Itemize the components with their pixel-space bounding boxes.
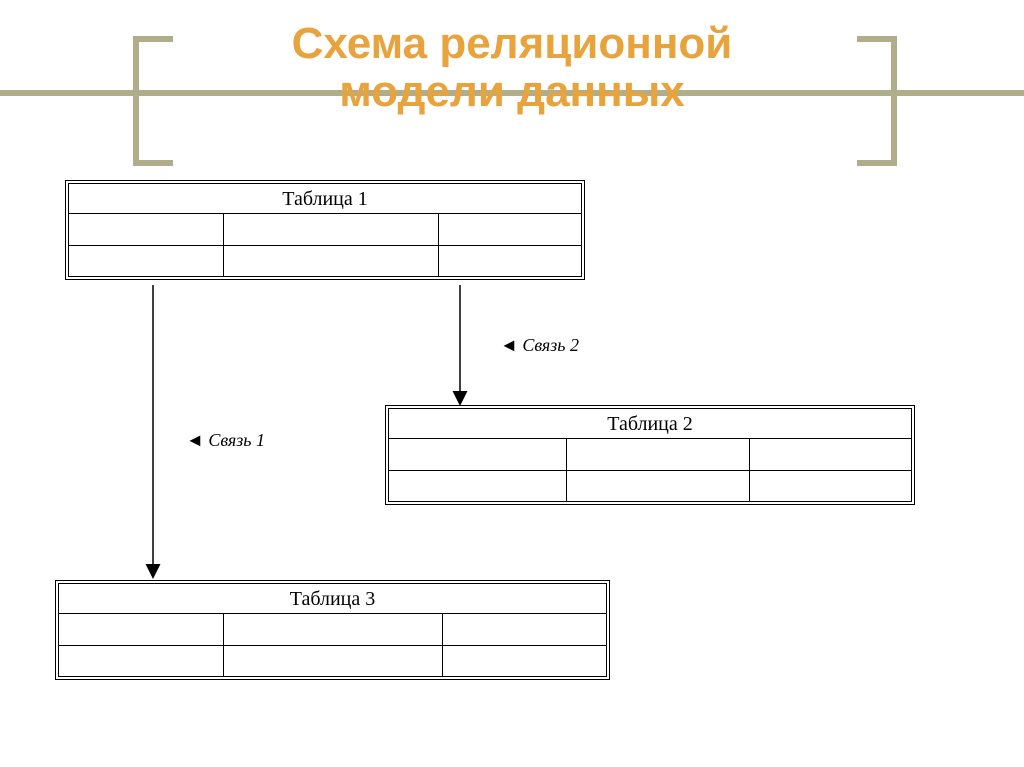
col-separator <box>442 614 443 676</box>
title-bracket-left <box>130 36 180 166</box>
link-1-label-text: Связь 1 <box>208 430 265 450</box>
table-1: Таблица 1 <box>65 180 585 280</box>
table-2: Таблица 2 <box>385 405 915 505</box>
table-2-grid <box>389 439 911 501</box>
link-1-label: ◄ Связь 1 <box>186 430 265 451</box>
table-1-grid <box>69 214 581 276</box>
table-2-title: Таблица 2 <box>389 409 911 439</box>
link-2-label-text: Связь 2 <box>522 335 579 355</box>
table-1-title: Таблица 1 <box>69 184 581 214</box>
row-separator <box>59 645 606 646</box>
link-2-label: ◄ Связь 2 <box>500 335 579 356</box>
col-separator <box>749 439 750 501</box>
page-title: Схема реляционной модели данных <box>200 20 824 117</box>
row-separator <box>69 245 581 246</box>
triangle-left-icon: ◄ <box>500 335 518 355</box>
relational-model-diagram: Таблица 1 Таблица 2 Таблица 3 ◄ Связь 1 … <box>0 160 1024 767</box>
col-separator <box>223 614 224 676</box>
table-3: Таблица 3 <box>55 580 610 680</box>
triangle-left-icon: ◄ <box>186 430 204 450</box>
row-separator <box>389 470 911 471</box>
table-3-grid <box>59 614 606 676</box>
col-separator <box>566 439 567 501</box>
col-separator <box>438 214 439 276</box>
title-bracket-right <box>850 36 900 166</box>
table-3-title: Таблица 3 <box>59 584 606 614</box>
col-separator <box>223 214 224 276</box>
